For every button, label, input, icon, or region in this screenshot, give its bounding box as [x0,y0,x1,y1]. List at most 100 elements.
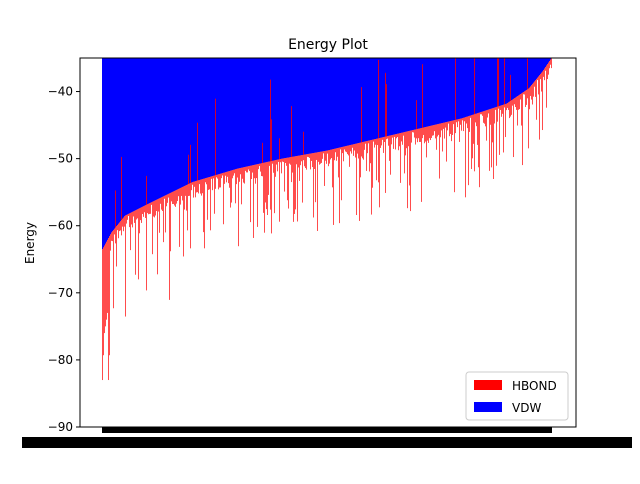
vdw-bar [114,58,116,229]
vdw-bar [157,58,159,200]
vdw-bar [404,58,406,133]
vdw-bar [521,58,523,94]
vdw-bar [475,58,477,114]
vdw-bar [481,58,483,112]
hbond-bar [465,117,466,198]
hbond-bar [519,94,520,110]
hbond-bar [530,86,531,96]
hbond-bar [510,100,511,117]
vdw-bar [462,58,464,119]
vdw-bar [227,58,229,172]
vdw-bar [398,58,400,134]
hbond-bar [370,140,371,164]
vdw-bar [272,58,274,161]
vdw-bar [231,58,233,171]
hbond-bar [199,179,200,185]
vdw-bar [441,58,443,124]
hbond-bar [210,176,211,231]
hbond-bar [509,101,510,119]
vdw-bar [220,58,222,174]
hbond-bars [102,58,552,381]
hbond-bar [287,157,288,201]
hbond-bar [432,125,433,136]
vdw-bar [123,58,125,218]
vdw-bar [207,58,209,178]
hbond-bar [425,127,426,142]
hbond-bar [419,128,420,142]
vdw-bar [284,58,286,159]
vdw-bar [494,58,496,108]
vdw-bar [528,58,530,89]
vdw-bar [315,58,317,153]
vdw-bar [329,58,331,150]
vdw-bar [438,58,440,124]
hbond-bar [265,162,266,203]
y-tick-label: −40 [48,85,73,99]
vdw-bar [165,58,167,196]
hbond-bar [504,104,505,108]
vdw-bar [507,58,509,103]
vdw-bar [368,58,370,141]
hbond-bar [412,130,413,133]
vdw-bar [159,58,161,199]
vdw-bar [267,58,269,162]
hbond-bar [417,128,418,143]
hbond-bar [271,161,272,234]
hbond-bar [499,105,500,155]
vdw-bar [130,58,132,213]
vdw-bar [359,58,361,143]
hbond-bar [141,207,142,223]
hbond-bar [280,158,281,163]
hbond-bar [281,158,282,174]
hbond-bar [344,146,345,150]
vdw-bar [218,58,220,175]
vdw-bar [459,58,461,119]
hbond-spike [270,79,271,162]
vdw-bar [175,58,177,191]
vdw-bar [514,58,516,99]
hbond-bar [352,144,353,148]
hbond-bar [454,120,455,193]
vdw-bar [150,58,152,203]
hbond-bar [311,153,312,161]
hbond-bar [360,142,361,178]
vdw-bar [290,58,292,158]
hbond-bar [173,191,174,204]
vdw-bar [103,58,105,248]
hbond-bar [353,144,354,156]
vdw-bar [243,58,245,168]
hbond-bar [501,105,502,117]
vdw-bar [285,58,287,159]
vdw-bar [247,58,249,167]
vdw-bar [167,58,169,195]
hbond-bar [261,163,262,177]
vdw-bar [214,58,216,176]
vdw-bar [249,58,251,166]
hbond-bar [292,156,293,173]
hbond-bar [480,112,481,115]
hbond-bar [105,243,106,327]
vdw-bar [232,58,234,171]
vdw-bar [400,58,402,134]
hbond-bar [181,187,182,196]
vdw-bar [183,58,185,187]
vdw-bar [273,58,275,161]
vdw-bar [415,58,417,130]
vdw-bar [298,58,300,156]
vdw-bar [346,58,348,146]
vdw-bar [187,58,189,185]
vdw-bar [356,58,358,144]
hbond-bar [143,206,144,217]
vdw-bar [525,58,527,91]
hbond-bar [193,181,194,198]
vdw-bar [314,58,316,153]
vdw-bar [254,58,256,165]
hbond-spike [303,131,304,155]
vdw-bar [132,58,134,212]
hbond-bar [213,175,214,179]
hbond-bar [163,196,164,243]
vdw-bar [147,58,149,205]
hbond-bar [532,83,533,105]
hbond-bar [205,178,206,183]
vdw-bar [294,58,296,157]
